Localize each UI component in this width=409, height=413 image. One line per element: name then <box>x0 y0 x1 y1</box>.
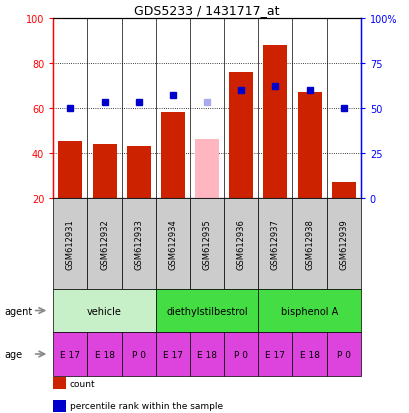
Bar <box>155 332 189 376</box>
Text: percentile rank within the sample: percentile rank within the sample <box>70 401 222 411</box>
Bar <box>155 198 189 289</box>
Text: bisphenol A: bisphenol A <box>280 306 337 316</box>
Text: P 0: P 0 <box>336 350 350 358</box>
Text: vehicle: vehicle <box>87 306 122 316</box>
Bar <box>87 332 121 376</box>
Bar <box>331 183 355 198</box>
Text: diethylstilbestrol: diethylstilbestrol <box>166 306 247 316</box>
Bar <box>292 198 326 289</box>
Text: E 18: E 18 <box>197 350 216 358</box>
Bar <box>121 332 155 376</box>
Text: GSM612937: GSM612937 <box>270 218 279 269</box>
Text: GSM612931: GSM612931 <box>66 218 75 269</box>
Text: P 0: P 0 <box>131 350 145 358</box>
Bar <box>258 198 292 289</box>
Text: age: age <box>4 349 22 359</box>
Bar <box>87 198 121 289</box>
Text: GSM612938: GSM612938 <box>304 218 313 269</box>
Bar <box>326 198 360 289</box>
Text: GSM612933: GSM612933 <box>134 218 143 269</box>
Text: count: count <box>70 379 95 388</box>
Bar <box>121 198 155 289</box>
Text: E 18: E 18 <box>299 350 319 358</box>
Bar <box>58 142 82 198</box>
Bar <box>224 198 258 289</box>
Bar <box>292 332 326 376</box>
Bar <box>263 45 287 198</box>
Bar <box>258 289 360 332</box>
Bar <box>326 332 360 376</box>
Bar <box>160 113 184 198</box>
Text: E 18: E 18 <box>94 350 114 358</box>
Text: GSM612932: GSM612932 <box>100 218 109 269</box>
Bar <box>224 332 258 376</box>
Text: GSM612934: GSM612934 <box>168 218 177 269</box>
Bar <box>53 332 87 376</box>
Text: E 17: E 17 <box>265 350 285 358</box>
Bar <box>229 73 253 198</box>
Bar <box>92 145 116 198</box>
Bar <box>258 332 292 376</box>
Text: E 17: E 17 <box>162 350 182 358</box>
Text: GSM612935: GSM612935 <box>202 218 211 269</box>
Text: GSM612936: GSM612936 <box>236 218 245 269</box>
Bar <box>126 147 150 198</box>
Text: P 0: P 0 <box>234 350 247 358</box>
Bar <box>53 289 155 332</box>
Text: agent: agent <box>4 306 32 316</box>
Bar <box>195 140 218 198</box>
Bar <box>155 289 258 332</box>
Title: GDS5233 / 1431717_at: GDS5233 / 1431717_at <box>134 5 279 17</box>
Text: E 17: E 17 <box>60 350 80 358</box>
Bar <box>189 198 224 289</box>
Bar <box>297 93 321 198</box>
Bar <box>189 332 224 376</box>
Bar <box>53 198 87 289</box>
Text: GSM612939: GSM612939 <box>338 218 347 269</box>
